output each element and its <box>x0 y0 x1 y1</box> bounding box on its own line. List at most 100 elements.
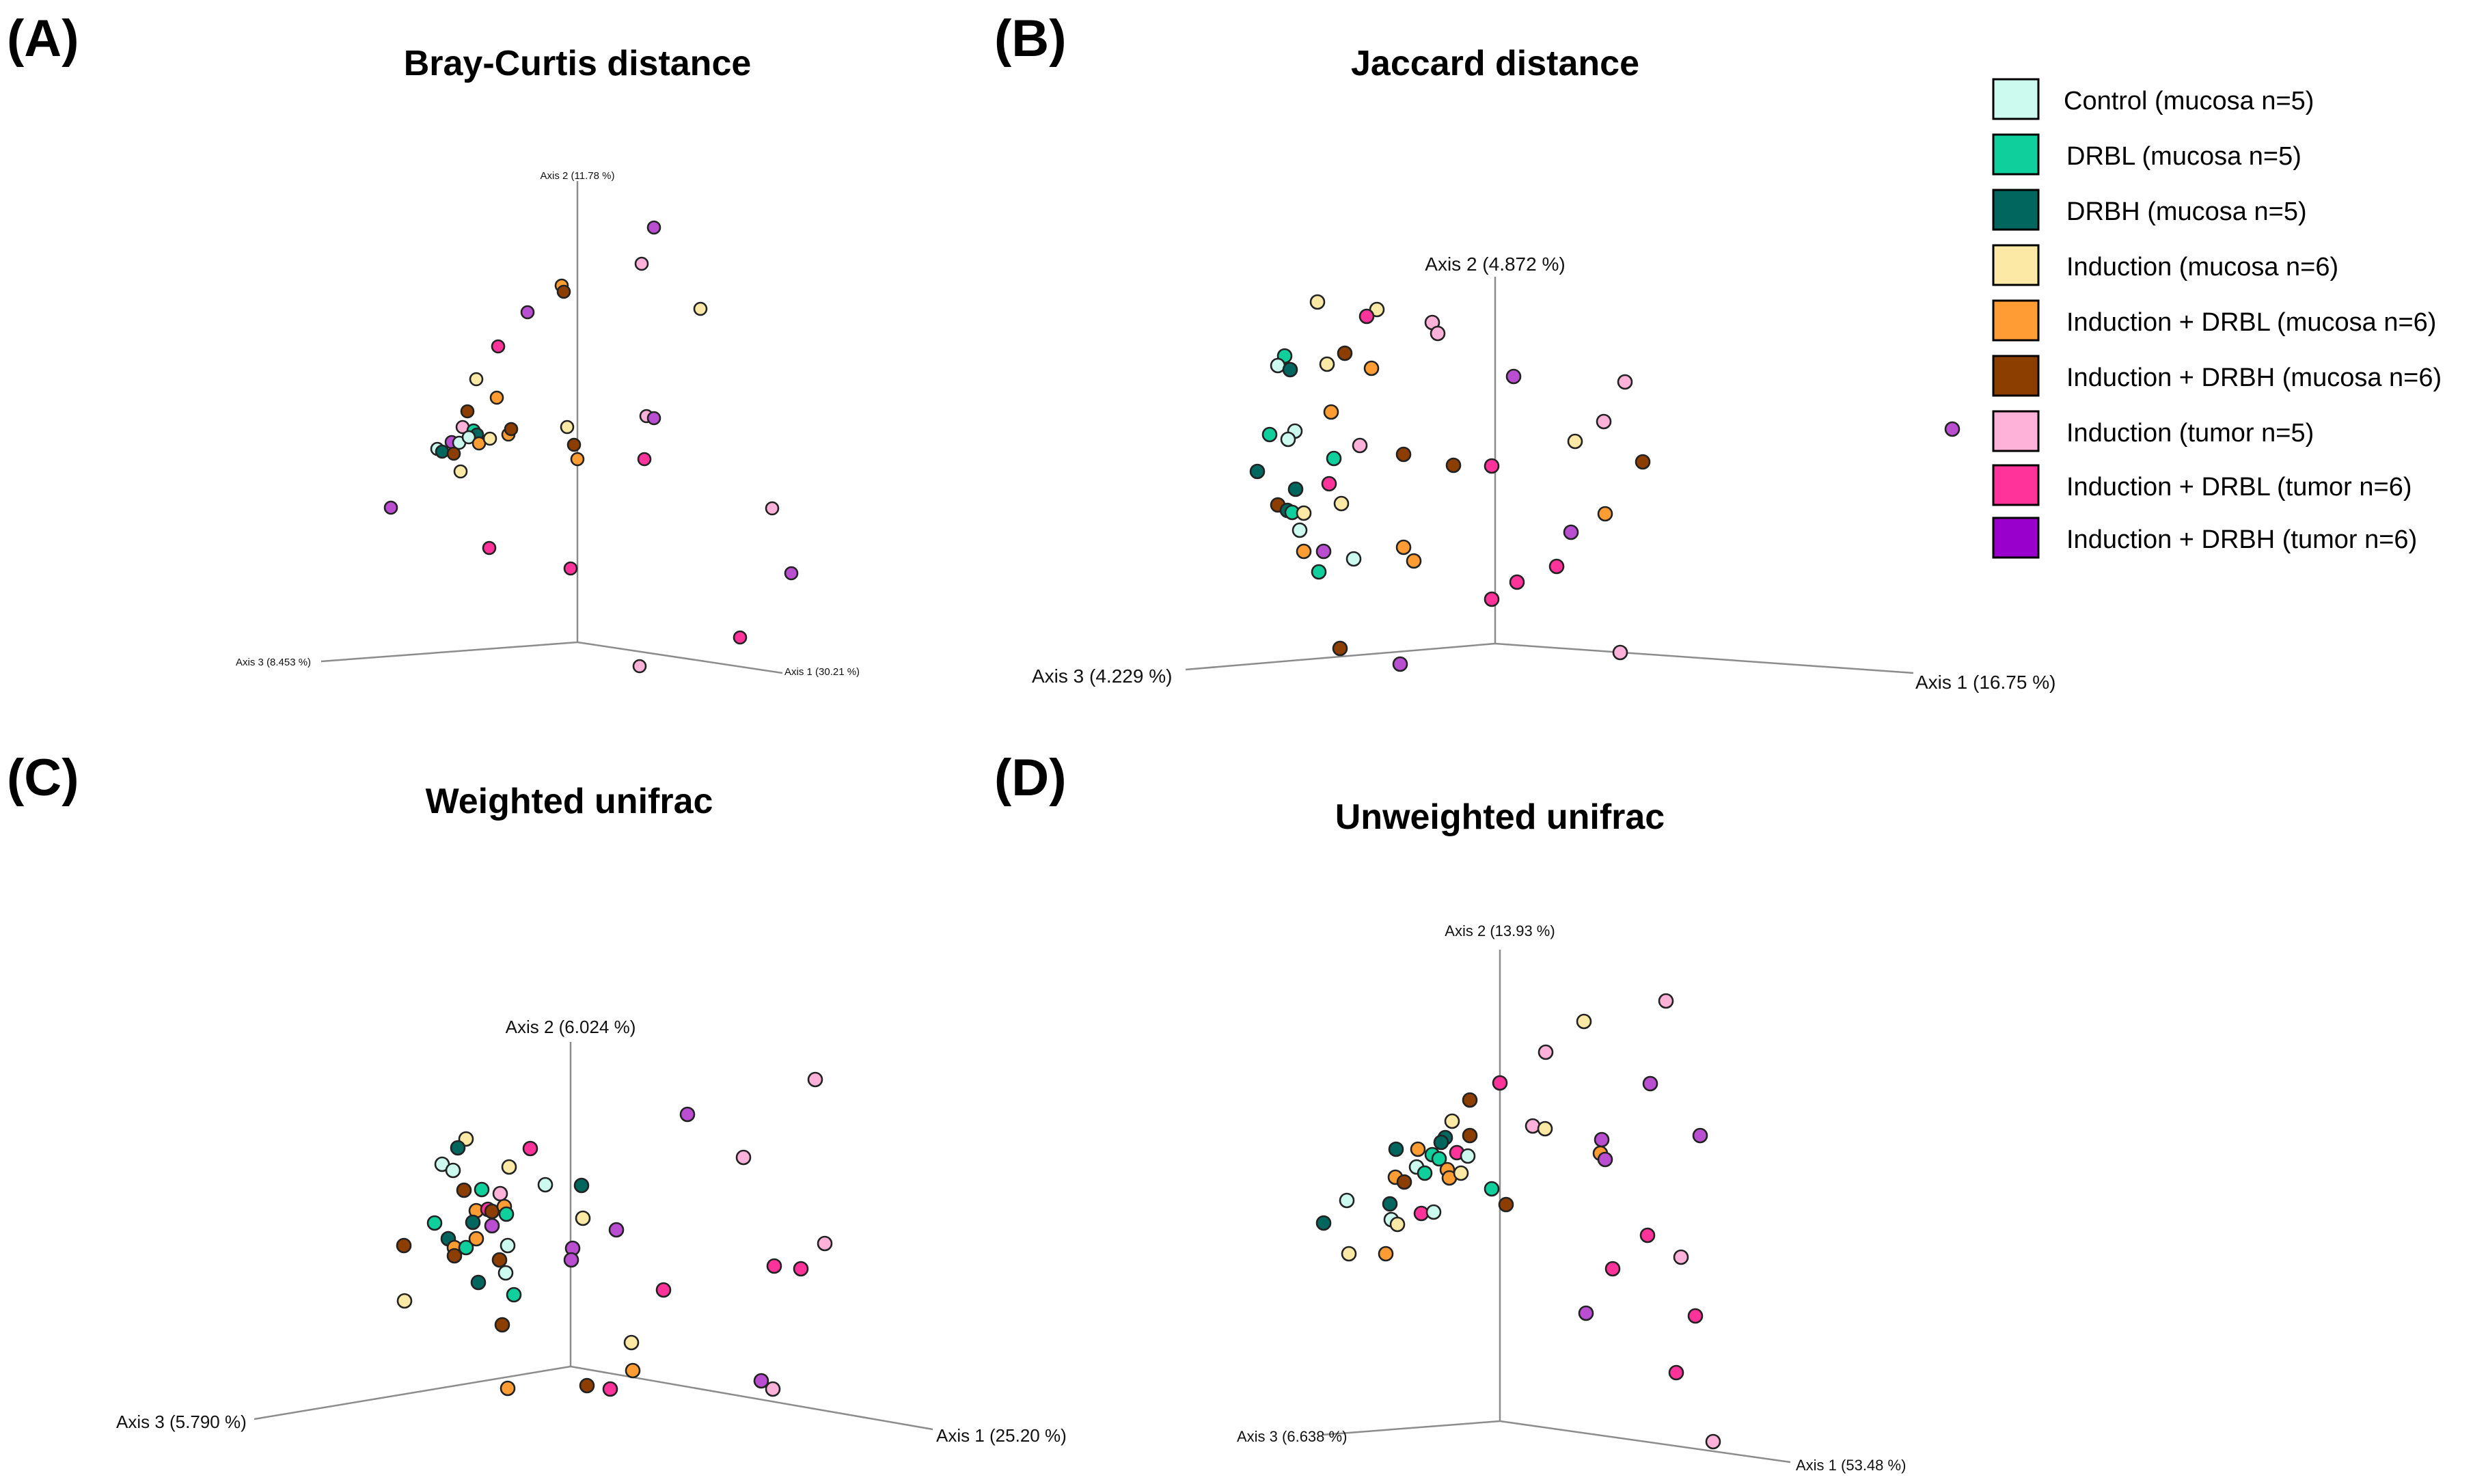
data-point <box>1321 476 1337 492</box>
data-point <box>1389 1216 1406 1233</box>
panel-a: (A) Bray-Curtis distance Axis 2 (11.78 %… <box>7 10 860 678</box>
legend-swatch <box>1992 189 2040 231</box>
panel-b-axis1-label: Axis 1 (16.75 %) <box>1915 672 2055 693</box>
data-point <box>1576 1013 1592 1030</box>
data-point <box>1462 1127 1478 1144</box>
panel-b-points <box>1249 294 1960 672</box>
panel-d-points <box>1315 993 1721 1450</box>
data-point <box>456 1182 472 1198</box>
data-point <box>1548 558 1565 575</box>
data-point <box>450 1140 466 1156</box>
panel-d-axis2-label: Axis 2 (13.93 %) <box>1445 922 1555 939</box>
panel-d-letter: (D) <box>994 749 1067 807</box>
data-point <box>1425 1204 1442 1220</box>
panel-c: (C) Weighted unifrac Axis 2 (6.024 %) Ax… <box>7 749 1067 1446</box>
data-point <box>491 339 506 354</box>
data-point <box>1484 1181 1500 1197</box>
data-point <box>1484 591 1500 607</box>
data-point <box>1352 437 1368 454</box>
data-point <box>1505 368 1522 385</box>
data-point <box>465 1214 481 1231</box>
data-point <box>1410 1141 1426 1157</box>
data-point <box>632 659 647 674</box>
data-point <box>383 500 398 515</box>
data-point <box>1292 522 1308 538</box>
legend-label: Induction + DRBH (mucosa n=6) <box>2066 363 2442 392</box>
data-point <box>1537 1121 1553 1137</box>
data-point <box>784 566 799 581</box>
data-point <box>396 1237 412 1254</box>
data-point <box>1639 1227 1656 1243</box>
data-point <box>1395 446 1412 463</box>
data-point <box>1323 404 1339 420</box>
panel-b-title: Jaccard distance <box>1351 44 1639 83</box>
data-point <box>1296 543 1312 560</box>
panel-a-axis3-line <box>320 641 578 663</box>
data-point <box>468 1231 484 1247</box>
data-point <box>1612 644 1628 661</box>
legend-swatch <box>1992 517 2040 559</box>
panel-a-title: Bray-Curtis distance <box>404 44 752 83</box>
data-point <box>1363 360 1380 376</box>
legend-item: DRBH (mucosa n=5) <box>1992 189 2307 231</box>
legend-label: Control (mucosa n=5) <box>2064 87 2314 115</box>
data-point <box>435 444 450 459</box>
panel-d-axis1-label: Axis 1 (53.48 %) <box>1796 1457 1906 1474</box>
panel-a-axis1-line <box>577 641 783 674</box>
data-point <box>492 1185 508 1202</box>
data-point <box>1596 413 1612 430</box>
panel-c-letter: (C) <box>7 749 79 807</box>
panel-c-axis1-line <box>570 1365 933 1431</box>
data-point <box>461 430 476 445</box>
data-point <box>566 437 582 452</box>
data-point <box>460 404 475 419</box>
data-point <box>1617 374 1633 390</box>
panel-d-title: Unweighted unifrac <box>1335 797 1665 837</box>
data-point <box>1333 495 1350 512</box>
data-point <box>1687 1308 1704 1324</box>
data-point <box>753 1373 769 1389</box>
data-point <box>453 464 468 479</box>
panel-b-axis1-line <box>1494 642 1914 674</box>
legend-label: Induction + DRBL (mucosa n=6) <box>2066 308 2436 337</box>
data-point <box>1944 421 1960 437</box>
data-point <box>1673 1249 1689 1265</box>
legend-swatch <box>1992 299 2040 342</box>
data-point <box>1382 1196 1398 1212</box>
data-point <box>1345 551 1362 567</box>
data-point <box>679 1106 696 1123</box>
panel-b-axis2-label: Axis 2 (4.872 %) <box>1425 253 1565 275</box>
data-point <box>489 390 504 405</box>
data-point <box>570 452 585 467</box>
legend-swatch <box>1992 410 2040 452</box>
panel-c-title: Weighted unifrac <box>426 782 713 821</box>
data-point <box>560 420 575 435</box>
data-point <box>470 1274 487 1291</box>
panel-a-axis1-label: Axis 1 (30.21 %) <box>784 666 860 678</box>
data-point <box>1395 539 1412 555</box>
data-point <box>1563 524 1579 540</box>
legend-swatch <box>1992 355 2040 397</box>
panel-a-axis2-label: Axis 2 (11.78 %) <box>541 170 615 182</box>
data-point <box>498 1206 515 1222</box>
data-point <box>1282 361 1298 378</box>
data-point <box>491 1252 508 1268</box>
panel-b: (B) Jaccard distance Axis 2 (4.872 %) Ax… <box>994 10 2055 693</box>
data-point <box>625 1362 641 1379</box>
data-point <box>501 1159 517 1175</box>
legend-item: Control (mucosa n=5) <box>1992 78 2314 120</box>
data-point <box>1311 564 1327 580</box>
data-point <box>556 284 571 299</box>
data-point <box>506 1287 522 1303</box>
data-point <box>1498 1196 1514 1213</box>
data-point <box>1315 543 1332 560</box>
data-point <box>655 1282 672 1298</box>
data-point <box>1597 1151 1613 1168</box>
data-point <box>1417 1165 1433 1181</box>
data-point <box>634 256 649 271</box>
data-point <box>1326 450 1342 467</box>
data-point <box>693 301 708 316</box>
panel-b-axis3-label: Axis 3 (4.229 %) <box>1032 665 1172 687</box>
legend-swatch <box>1992 244 2040 286</box>
legend-label: Induction + DRBH (tumor n=6) <box>2066 525 2417 554</box>
